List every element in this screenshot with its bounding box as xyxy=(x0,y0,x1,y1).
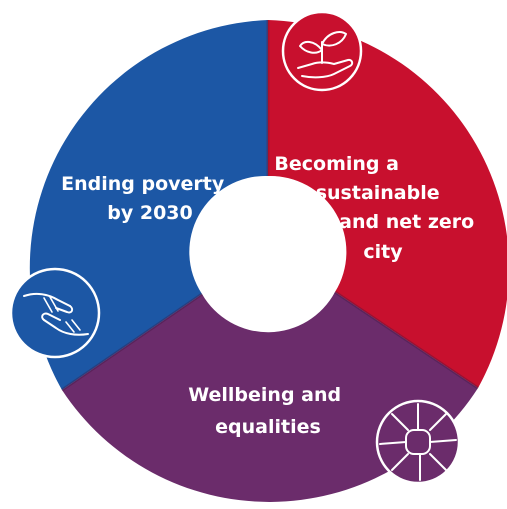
divider-left xyxy=(61,292,203,392)
label-sustainable-city: Becoming a sustainable and net zero city xyxy=(274,153,480,263)
center-hole xyxy=(192,176,344,328)
segment-sustainable-city xyxy=(268,20,507,388)
label-wellbeing-equalities: Wellbeing and equalities xyxy=(188,384,348,438)
helping-hands-icon xyxy=(9,267,101,359)
segment-wellbeing-equalities xyxy=(62,292,478,502)
plant-in-hand-icon xyxy=(281,10,363,92)
divider-right xyxy=(334,290,479,390)
label-ending-poverty: Ending poverty by 2030 xyxy=(61,173,231,224)
united-hands-icon xyxy=(375,399,461,485)
